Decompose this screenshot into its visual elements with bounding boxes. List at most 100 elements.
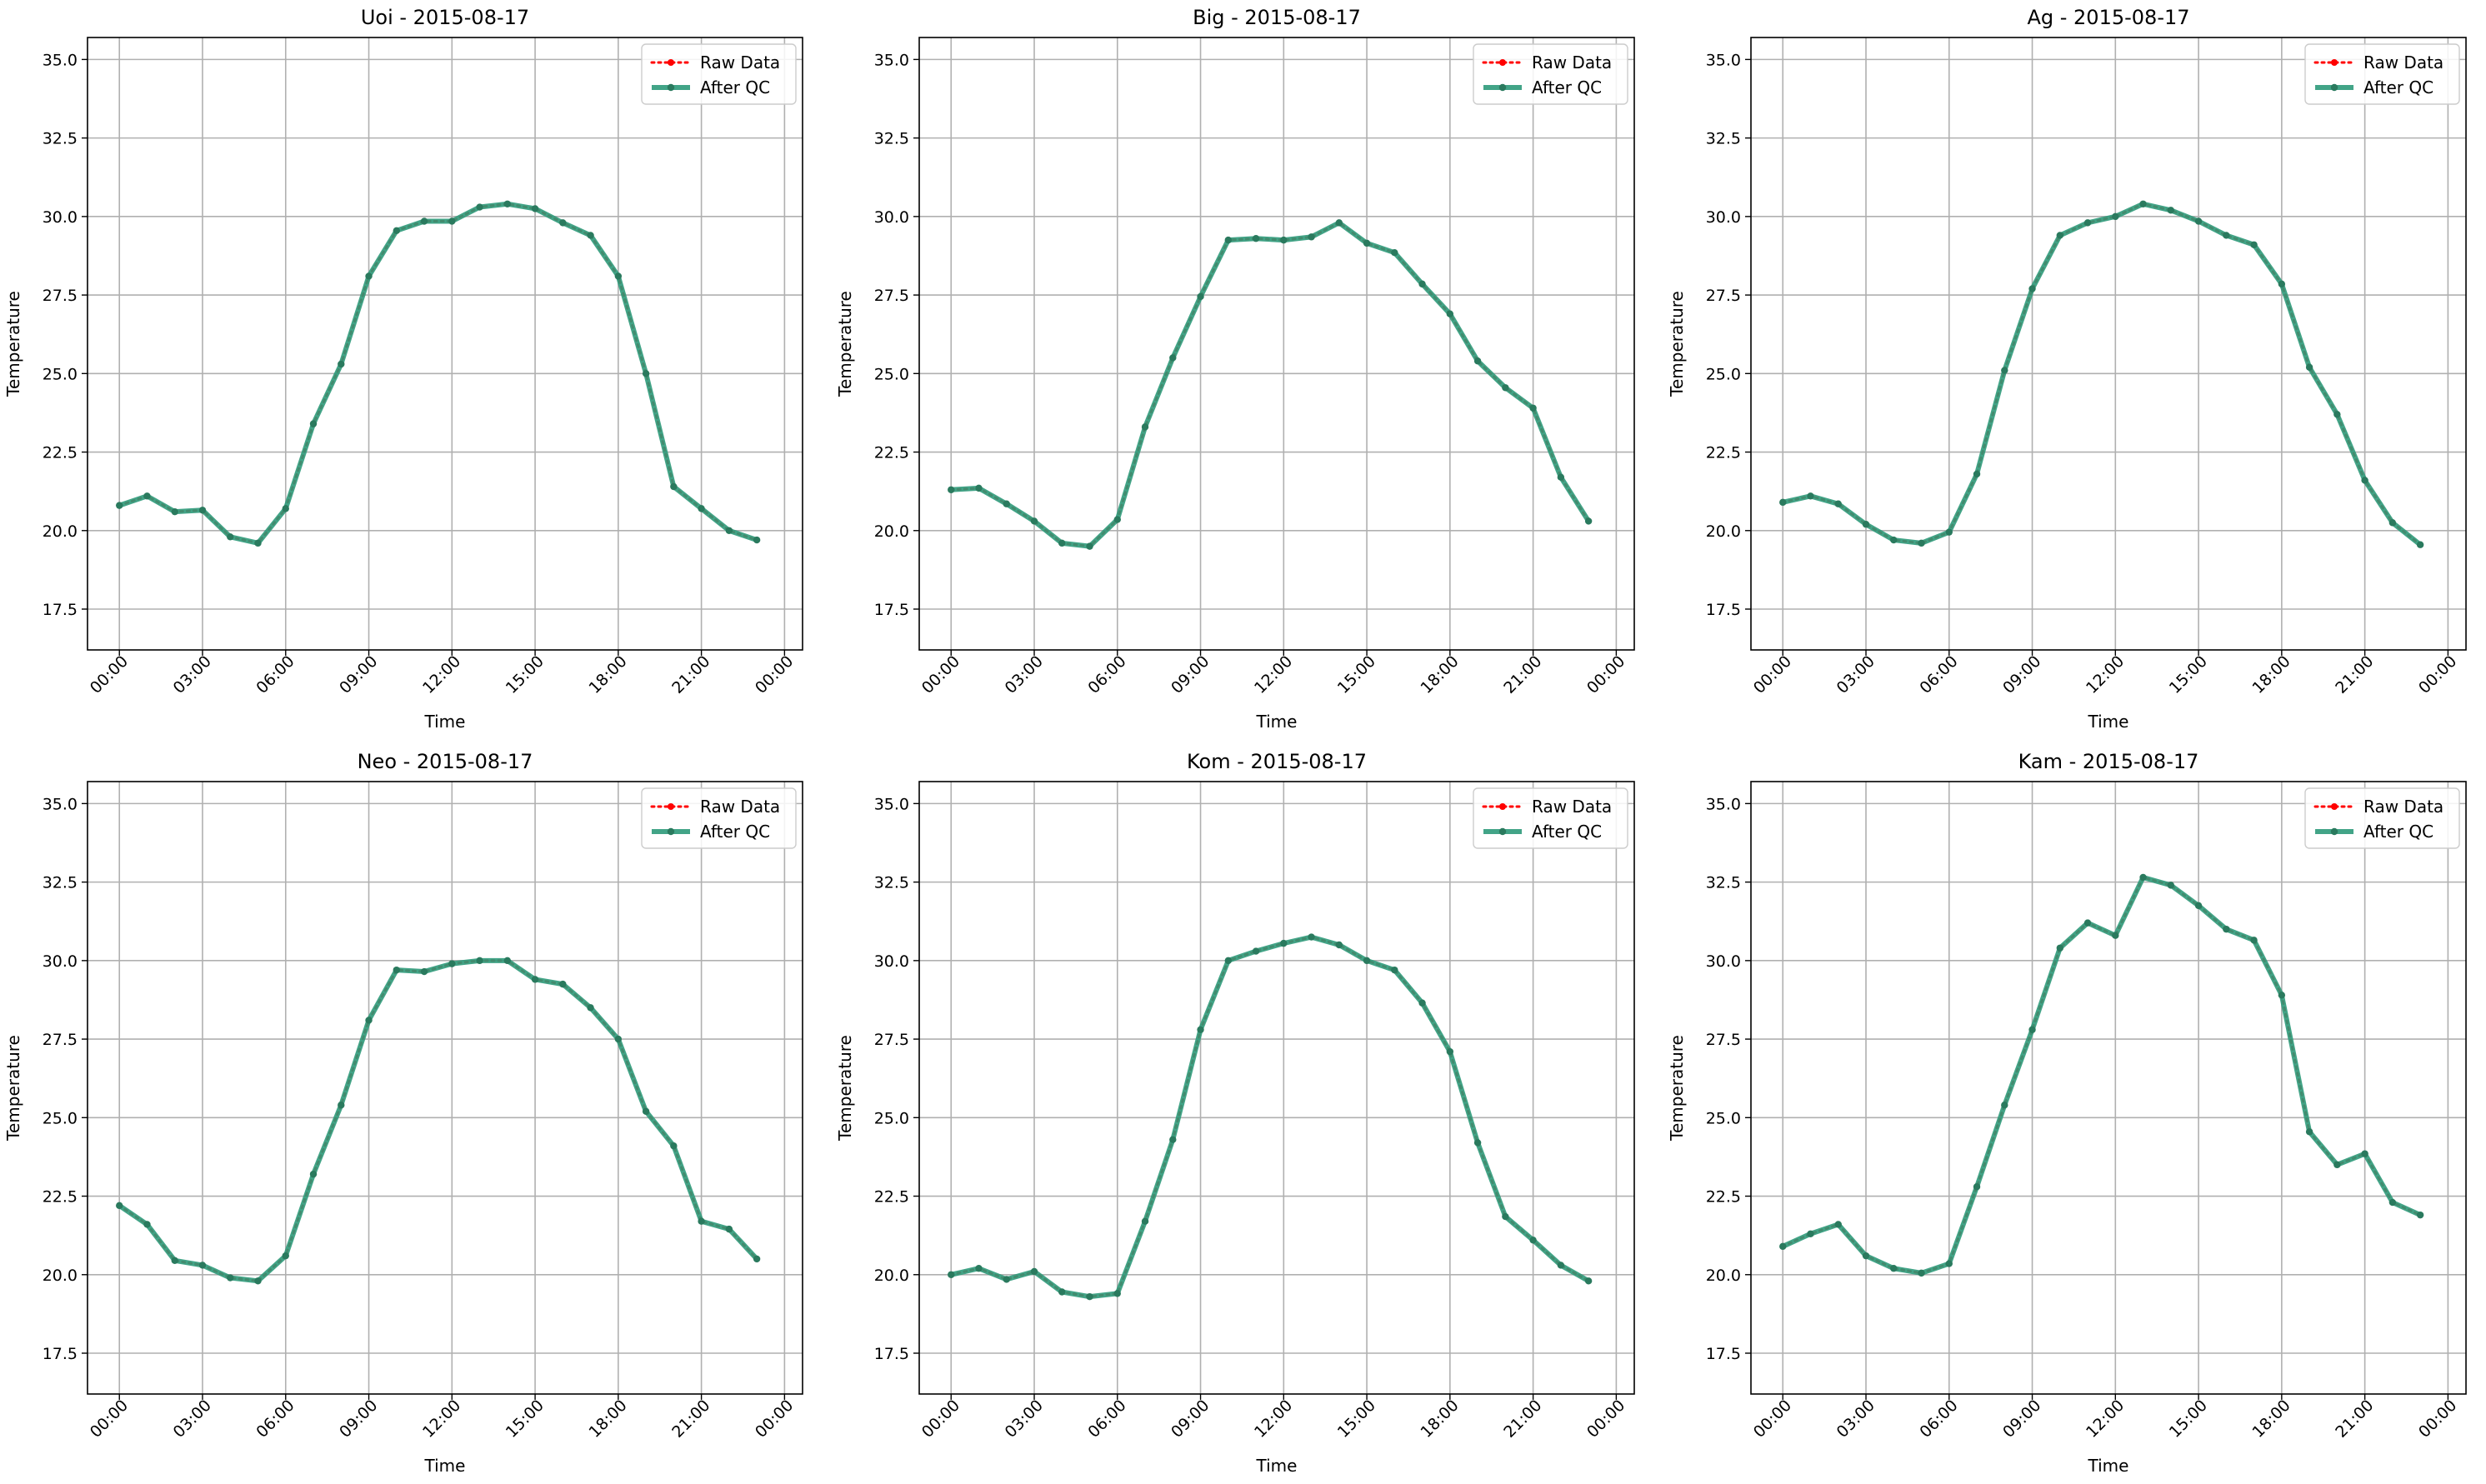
y-tick-label: 32.5: [874, 874, 909, 892]
qc-point: [254, 539, 262, 547]
qc-point: [476, 957, 483, 965]
chart-panel: 00:00 03:00 06:00 09:00 12:00 15:00 18:00 21:00…: [835, 750, 1635, 1476]
y-axis-label: Temperature: [3, 291, 23, 397]
axes-frame: [918, 781, 1635, 1395]
y-tick-label: 22.5: [1706, 444, 1741, 462]
qc-point: [1113, 516, 1121, 523]
y-tick-label: 25.0: [43, 365, 78, 383]
y-axis-label: Temperature: [835, 1035, 855, 1142]
x-tick-label: 18:00: [1417, 1397, 1462, 1442]
x-tick-label: 00:00: [87, 652, 132, 697]
x-tick-label: 15:00: [2166, 652, 2211, 697]
y-tick-label: 20.0: [1706, 522, 1741, 541]
legend-raw-marker: [1499, 803, 1506, 810]
panel-title: Kam - 2015-08-17: [2018, 750, 2199, 773]
x-tick-label: 00:00: [752, 1397, 797, 1442]
chart-panel: 00:00 03:00 06:00 09:00 12:00 15:00 18:00 21:00…: [3, 750, 803, 1476]
legend-qc-marker: [1498, 83, 1507, 92]
qc-point: [2139, 873, 2147, 882]
qc-point: [1584, 517, 1593, 525]
legend-raw-marker: [2331, 803, 2338, 810]
qc-point: [1418, 999, 1426, 1007]
x-axis-label: Time: [2088, 712, 2129, 732]
y-tick-label: 17.5: [874, 1345, 909, 1363]
x-tick-label: 00:00: [1750, 652, 1795, 697]
x-tick-label: 00:00: [1583, 1397, 1628, 1442]
qc-point: [2112, 932, 2119, 939]
qc-point: [1973, 1183, 1981, 1191]
x-tick-label: 00:00: [1583, 652, 1628, 697]
qc-point: [948, 1271, 955, 1278]
qc-point: [1224, 957, 1233, 965]
y-tick-label: 20.0: [1706, 1267, 1741, 1285]
x-axis-label: Time: [424, 712, 466, 732]
x-tick-label: 00:00: [2415, 1397, 2460, 1442]
qc-point: [2333, 411, 2341, 418]
qc-point: [1197, 1026, 1204, 1033]
series-qc-line: [950, 934, 1590, 1300]
qc-point: [1529, 1237, 1537, 1244]
qc-point: [559, 219, 567, 227]
x-axis-label: Time: [2088, 1456, 2129, 1476]
panel-title: Ag - 2015-08-17: [2027, 6, 2189, 29]
panel-title: Kom - 2015-08-17: [1187, 750, 1367, 773]
y-tick-label: 22.5: [43, 1188, 78, 1207]
qc-point: [1391, 966, 1398, 974]
y-tick-label: 22.5: [43, 444, 78, 462]
qc-point: [2112, 212, 2119, 221]
qc-point: [1529, 404, 1537, 412]
qc-point: [143, 492, 151, 500]
qc-point: [420, 967, 428, 976]
qc-point: [365, 272, 373, 280]
qc-point: [254, 1277, 262, 1285]
x-tick-label: 21:00: [2332, 652, 2377, 697]
x-tick-label: 06:00: [253, 1397, 298, 1442]
qc-point: [309, 1170, 318, 1178]
y-tick-label: 22.5: [1706, 1188, 1741, 1207]
qc-point: [365, 1017, 373, 1024]
qc-point: [1030, 517, 1038, 525]
x-tick-label: 18:00: [585, 652, 630, 697]
y-tick-label: 32.5: [43, 130, 78, 148]
qc-point: [753, 1255, 761, 1263]
qc-point: [1058, 1288, 1066, 1296]
qc-point: [338, 1102, 345, 1109]
qc-point: [1335, 941, 1343, 949]
series-qc-line: [118, 201, 758, 546]
qc-point: [2028, 1026, 2036, 1033]
legend-raw-marker: [668, 803, 674, 810]
x-tick-label: 00:00: [2415, 652, 2460, 697]
y-tick-label: 17.5: [874, 601, 909, 619]
qc-point: [1280, 939, 1288, 947]
axes-frame: [87, 781, 803, 1395]
legend: Raw Data After QC: [641, 787, 797, 849]
y-tick-label: 27.5: [43, 1031, 78, 1049]
qc-point: [2056, 232, 2064, 239]
legend-qc-marker: [2330, 827, 2338, 836]
qc-point: [1308, 233, 1315, 241]
qc-point: [1308, 933, 1315, 941]
y-tick-label: 30.0: [874, 952, 909, 971]
qc-point: [2361, 1150, 2368, 1157]
x-axis-label: Time: [1256, 712, 1298, 732]
chart-panel: 00:00 03:00 06:00 09:00 12:00 15:00 18:00 21:00…: [1667, 750, 2467, 1476]
chart-panel: 00:00 03:00 06:00 09:00 12:00 15:00 18:00 21:00…: [1667, 6, 2467, 732]
qc-point: [614, 1035, 623, 1043]
series-qc-line: [1782, 874, 2422, 1276]
legend-qc-marker: [667, 827, 675, 836]
axes-frame: [87, 37, 803, 651]
y-tick-label: 32.5: [874, 130, 909, 148]
x-tick-label: 12:00: [2083, 652, 2128, 697]
qc-point: [670, 482, 678, 491]
y-tick-label: 17.5: [43, 601, 78, 619]
panel-title: Neo - 2015-08-17: [358, 750, 533, 773]
x-tick-label: 15:00: [2166, 1397, 2211, 1442]
panel-title: Big - 2015-08-17: [1193, 6, 1361, 29]
x-tick-label: 12:00: [1251, 1397, 1296, 1442]
qc-point: [2083, 219, 2092, 227]
qc-point: [1169, 354, 1177, 362]
legend-raw-label: Raw Data: [1532, 52, 1612, 72]
y-tick-label: 22.5: [874, 1188, 909, 1207]
qc-point: [227, 1274, 234, 1282]
qc-point: [1557, 1262, 1565, 1269]
